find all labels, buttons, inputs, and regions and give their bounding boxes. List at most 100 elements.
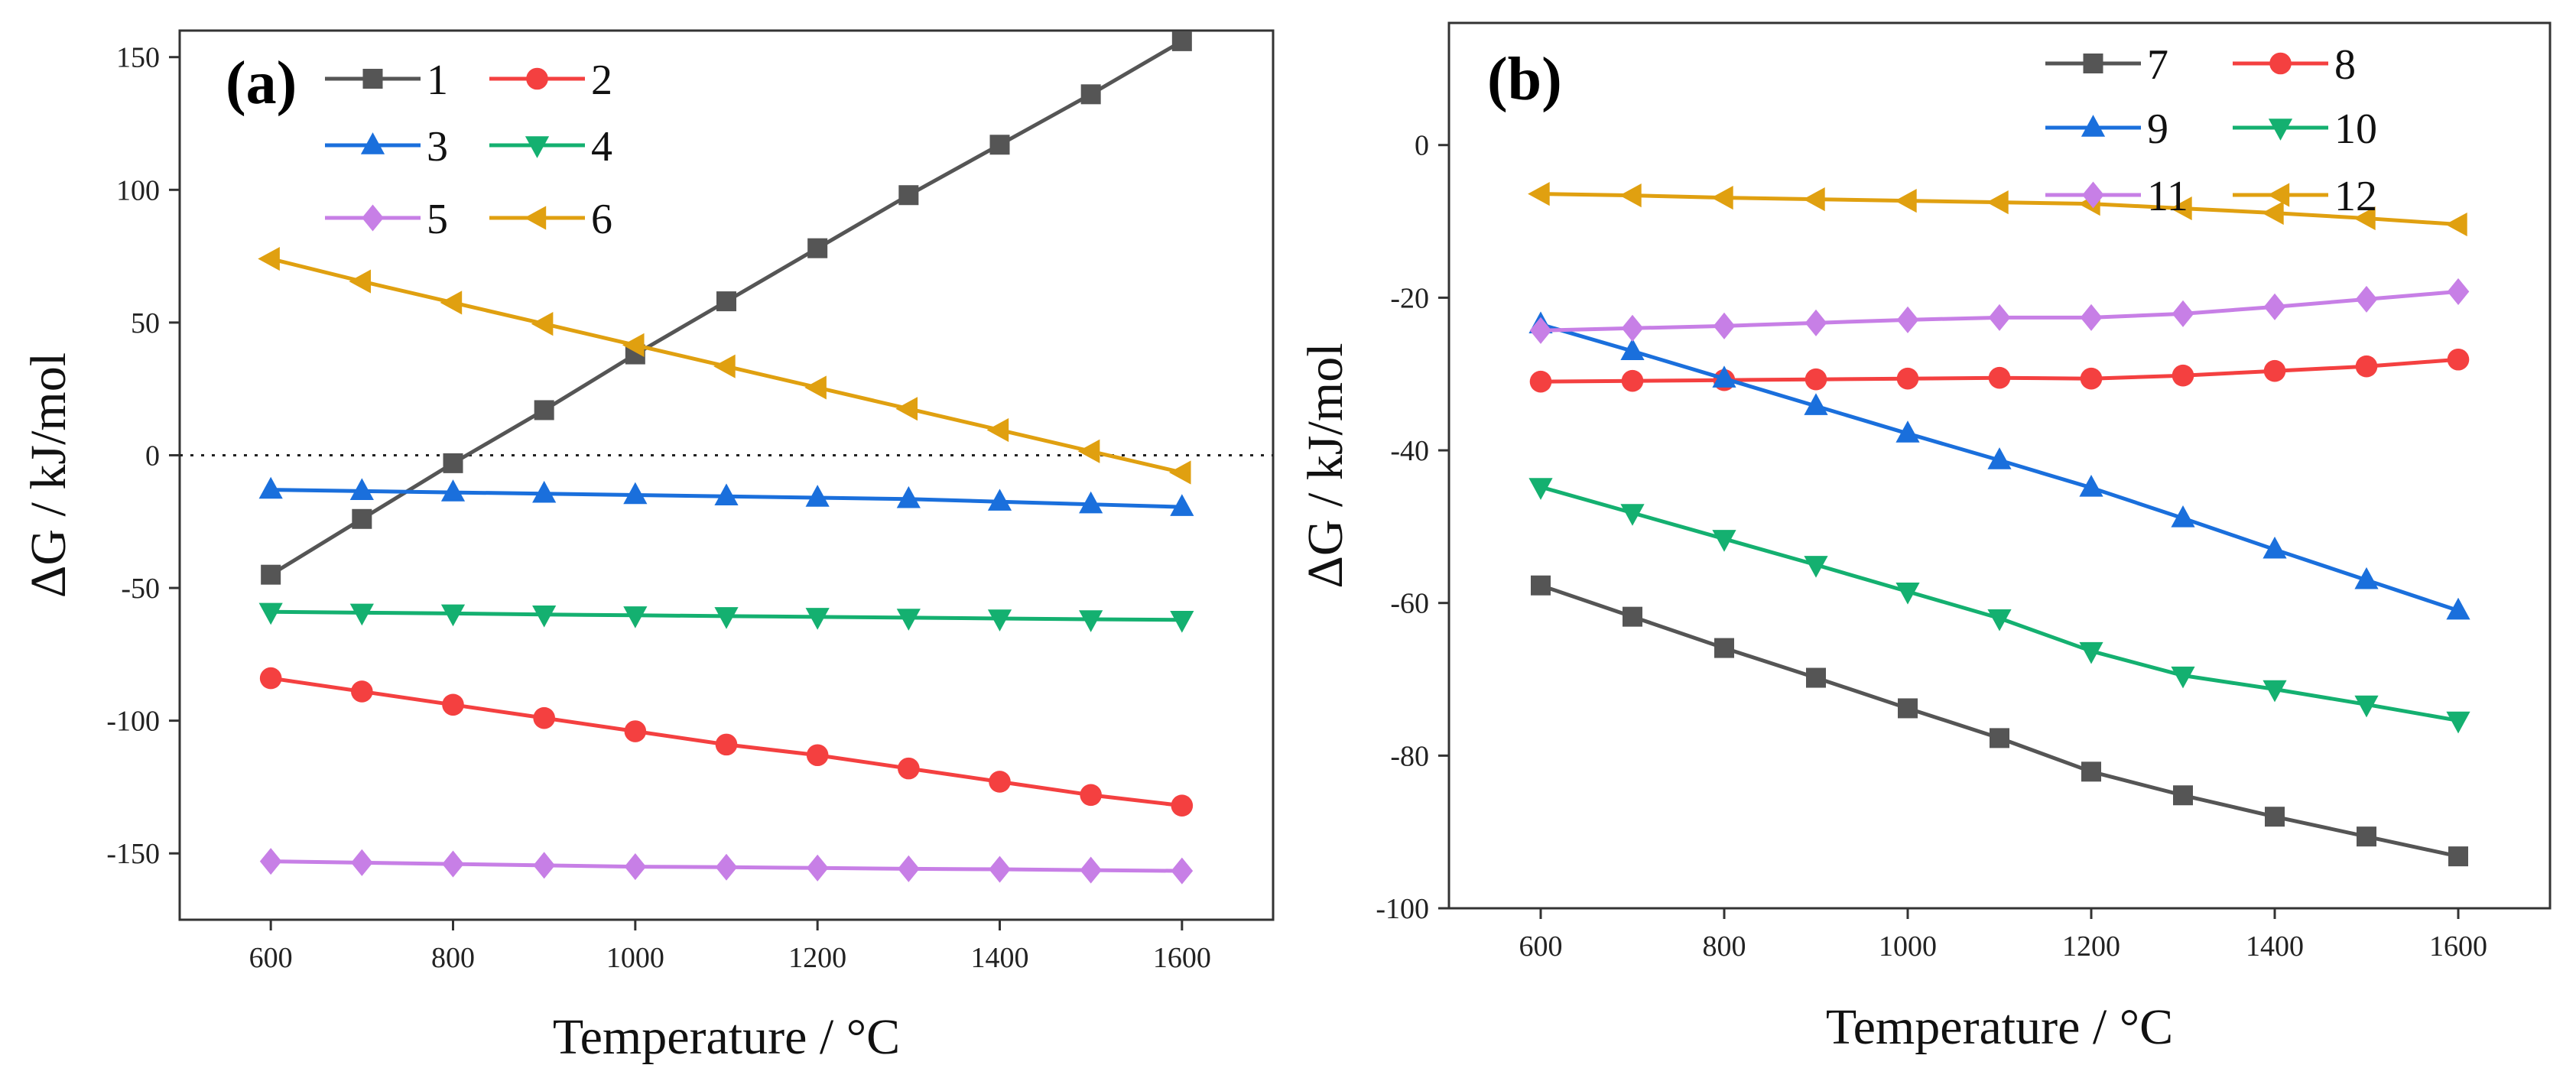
data-point: [713, 354, 736, 378]
data-point: [2263, 680, 2287, 703]
y-tick-label: 150: [116, 42, 160, 74]
legend-label: 6: [591, 196, 612, 243]
data-point: [2080, 367, 2103, 390]
legend-marker: [2083, 54, 2103, 73]
x-tick-label: 1000: [606, 942, 664, 974]
legend: 1 2 3 4 5 6: [325, 57, 612, 243]
data-point: [2446, 711, 2470, 734]
data-point: [896, 609, 921, 631]
series-11: [1529, 278, 2470, 344]
data-point: [1806, 667, 1826, 688]
data-point: [258, 246, 280, 271]
legend-item-1: 1: [325, 57, 448, 104]
y-tick-label: 0: [145, 440, 160, 472]
data-point: [442, 850, 464, 878]
data-point: [259, 848, 282, 875]
data-point: [259, 667, 282, 690]
data-point: [1077, 439, 1100, 463]
data-point: [989, 135, 1010, 155]
data-point: [2263, 293, 2286, 320]
data-point: [1804, 309, 1827, 336]
plot-frame: [1447, 21, 2552, 910]
data-point: [1171, 794, 1194, 817]
data-point: [987, 609, 1012, 632]
legend-item-2: 2: [489, 57, 612, 104]
x-tick-label: 600: [1519, 930, 1563, 963]
plot-frame: [178, 29, 1275, 921]
data-point: [623, 606, 648, 628]
data-point: [1987, 447, 2012, 469]
data-point: [714, 607, 739, 629]
series-8: [1529, 348, 2470, 393]
data-point: [1986, 190, 2009, 215]
data-point: [1528, 182, 1550, 206]
data-point: [1170, 611, 1194, 633]
data-point: [805, 485, 830, 507]
data-point: [442, 693, 464, 716]
data-point: [1531, 575, 1551, 596]
data-point: [440, 479, 466, 502]
data-point: [2447, 278, 2470, 305]
data-point: [898, 855, 920, 882]
legend-item-6: 6: [489, 196, 612, 243]
legend-marker: [2082, 181, 2104, 209]
y-tick-label: -40: [1390, 435, 1429, 467]
data-point: [1171, 31, 1192, 51]
legend-item-12: 12: [2233, 173, 2377, 220]
chart-panel-b: 600 800 1000 1200 1400 1600 -100 -80 -60 -40 -20 0 7…: [1298, 21, 2552, 1055]
data-point: [2080, 304, 2103, 331]
data-point: [1080, 784, 1102, 807]
data-point: [349, 269, 372, 294]
data-point: [1621, 369, 1644, 392]
panel-label: (a): [226, 50, 297, 117]
legend-marker: [2081, 115, 2106, 137]
data-point: [896, 485, 921, 508]
legend-label: 11: [2147, 173, 2188, 220]
data-point: [1529, 370, 1552, 393]
legend-label: 12: [2334, 173, 2377, 220]
data-point: [898, 757, 920, 780]
x-axis-label: Temperature / °C: [553, 1009, 900, 1065]
panel-label: (b): [1487, 46, 1562, 113]
data-point: [532, 606, 557, 628]
data-point: [1990, 728, 2009, 748]
series-6: [258, 246, 1191, 485]
data-point: [1620, 504, 1645, 526]
data-point: [2445, 212, 2467, 237]
y-tick-label: 0: [1415, 130, 1429, 162]
x-tick-label: 1400: [971, 942, 1029, 974]
data-point: [806, 854, 829, 882]
legend-marker: [524, 206, 547, 230]
data-point: [805, 608, 830, 630]
legend-item-11: 11: [2045, 173, 2188, 220]
data-point: [258, 602, 283, 625]
legend-marker: [2269, 52, 2292, 75]
x-tick-label: 1200: [788, 942, 846, 974]
data-point: [2079, 641, 2103, 664]
data-point: [443, 453, 463, 473]
y-tick-label: -100: [106, 706, 160, 738]
data-point: [807, 238, 828, 258]
x-tick-label: 600: [249, 942, 293, 974]
series-9: [1528, 311, 2470, 620]
data-point: [531, 312, 554, 336]
y-tick-label: 50: [131, 307, 160, 339]
data-point: [806, 744, 829, 767]
x-tick-label: 1400: [2246, 930, 2304, 963]
data-point: [1079, 610, 1103, 632]
series-5: [259, 848, 1194, 885]
data-point: [2353, 206, 2376, 231]
data-point: [1988, 366, 2011, 389]
data-point: [258, 476, 283, 499]
data-point: [1714, 638, 1734, 658]
data-point: [2265, 807, 2285, 827]
data-point: [2357, 826, 2376, 847]
data-point: [440, 291, 463, 315]
y-tick-label: -80: [1390, 740, 1429, 772]
data-point: [1804, 393, 1828, 415]
data-point: [2447, 348, 2470, 371]
data-point: [2448, 846, 2468, 867]
legend-marker: [360, 132, 385, 154]
x-tick-label: 800: [1703, 930, 1746, 963]
data-point: [351, 849, 373, 876]
